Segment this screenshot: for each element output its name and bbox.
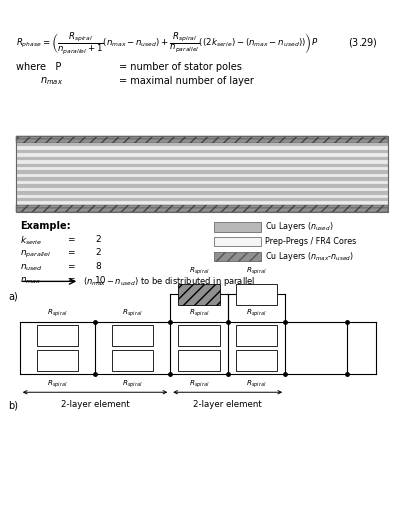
Text: 2-layer element: 2-layer element bbox=[61, 400, 129, 408]
Bar bbox=[178, 325, 220, 346]
Text: b): b) bbox=[8, 400, 18, 410]
Text: Prep-Pregs / FR4 Cores: Prep-Pregs / FR4 Cores bbox=[265, 237, 356, 246]
Bar bbox=[112, 325, 154, 346]
Text: $R_{spiral}$: $R_{spiral}$ bbox=[246, 378, 267, 390]
Text: $(3.29)$: $(3.29)$ bbox=[348, 37, 378, 49]
Bar bbox=[214, 252, 261, 261]
Text: $R_{spiral}$: $R_{spiral}$ bbox=[122, 307, 143, 319]
Text: $k_{serie}$: $k_{serie}$ bbox=[20, 235, 42, 247]
Text: $R_{spiral}$: $R_{spiral}$ bbox=[47, 307, 68, 319]
Bar bbox=[16, 201, 388, 205]
Bar bbox=[178, 350, 220, 371]
Text: 2-layer element: 2-layer element bbox=[193, 400, 262, 408]
Bar bbox=[214, 237, 261, 246]
Bar bbox=[16, 181, 388, 184]
Bar bbox=[16, 174, 388, 177]
Text: a): a) bbox=[8, 291, 18, 301]
Bar bbox=[236, 325, 277, 346]
Bar bbox=[16, 205, 388, 208]
Bar bbox=[16, 153, 388, 157]
Text: $n_{max}$: $n_{max}$ bbox=[40, 75, 63, 87]
Bar bbox=[16, 157, 388, 160]
Text: $n_{used}$: $n_{used}$ bbox=[20, 262, 43, 272]
Bar bbox=[16, 143, 388, 146]
Bar bbox=[16, 198, 388, 201]
Text: $R_{spiral}$: $R_{spiral}$ bbox=[246, 266, 267, 277]
Bar bbox=[16, 177, 388, 181]
Text: $R_{phase}=\left(\dfrac{R_{spiral}}{n_{parallel}+1}(n_{max}-n_{used})+\dfrac{R_{: $R_{phase}=\left(\dfrac{R_{spiral}}{n_{p… bbox=[16, 30, 318, 56]
Bar bbox=[112, 350, 154, 371]
Text: Cu Layers ($n_{used}$): Cu Layers ($n_{used}$) bbox=[265, 221, 334, 233]
Bar bbox=[16, 184, 388, 188]
Text: $R_{spiral}$: $R_{spiral}$ bbox=[188, 378, 209, 390]
Text: = maximal number of layer: = maximal number of layer bbox=[119, 76, 254, 86]
Bar bbox=[178, 284, 220, 305]
Bar bbox=[214, 222, 261, 232]
Bar bbox=[236, 284, 277, 305]
Bar bbox=[37, 350, 78, 371]
Text: $R_{spiral}$: $R_{spiral}$ bbox=[188, 266, 209, 277]
Bar bbox=[16, 195, 388, 198]
Text: 2: 2 bbox=[95, 235, 101, 244]
Text: =: = bbox=[67, 276, 75, 285]
Text: =: = bbox=[67, 262, 75, 271]
Text: = number of stator poles: = number of stator poles bbox=[119, 62, 242, 72]
Text: where   P: where P bbox=[16, 62, 61, 72]
Bar bbox=[16, 170, 388, 174]
Text: $R_{spiral}$: $R_{spiral}$ bbox=[188, 307, 209, 319]
Text: 2: 2 bbox=[95, 248, 101, 257]
Text: $R_{spiral}$: $R_{spiral}$ bbox=[246, 307, 267, 319]
Text: $R_{spiral}$: $R_{spiral}$ bbox=[122, 378, 143, 390]
Text: 10: 10 bbox=[95, 276, 107, 285]
Bar bbox=[16, 136, 388, 140]
Text: 8: 8 bbox=[95, 262, 101, 271]
Bar bbox=[16, 140, 388, 143]
Text: $R_{spiral}$: $R_{spiral}$ bbox=[47, 378, 68, 390]
Bar bbox=[16, 164, 388, 167]
Text: $n_{max}$: $n_{max}$ bbox=[20, 276, 41, 286]
Bar bbox=[16, 167, 388, 170]
Text: Cu Layers ($n_{max}$-$n_{used}$): Cu Layers ($n_{max}$-$n_{used}$) bbox=[265, 250, 354, 263]
Bar bbox=[16, 160, 388, 164]
Bar bbox=[16, 191, 388, 195]
Text: $(n_{max}-n_{used})$ to be distributed in parallel: $(n_{max}-n_{used})$ to be distributed i… bbox=[83, 275, 255, 288]
Bar bbox=[236, 350, 277, 371]
Text: =: = bbox=[67, 248, 75, 257]
Bar bbox=[37, 325, 78, 346]
Bar bbox=[16, 136, 388, 212]
Bar bbox=[16, 146, 388, 150]
Text: =: = bbox=[67, 235, 75, 244]
Text: $n_{parallel}$: $n_{parallel}$ bbox=[20, 248, 51, 259]
Bar bbox=[16, 150, 388, 153]
Bar bbox=[16, 188, 388, 191]
Text: Example:: Example: bbox=[20, 221, 70, 231]
Bar bbox=[16, 208, 388, 212]
